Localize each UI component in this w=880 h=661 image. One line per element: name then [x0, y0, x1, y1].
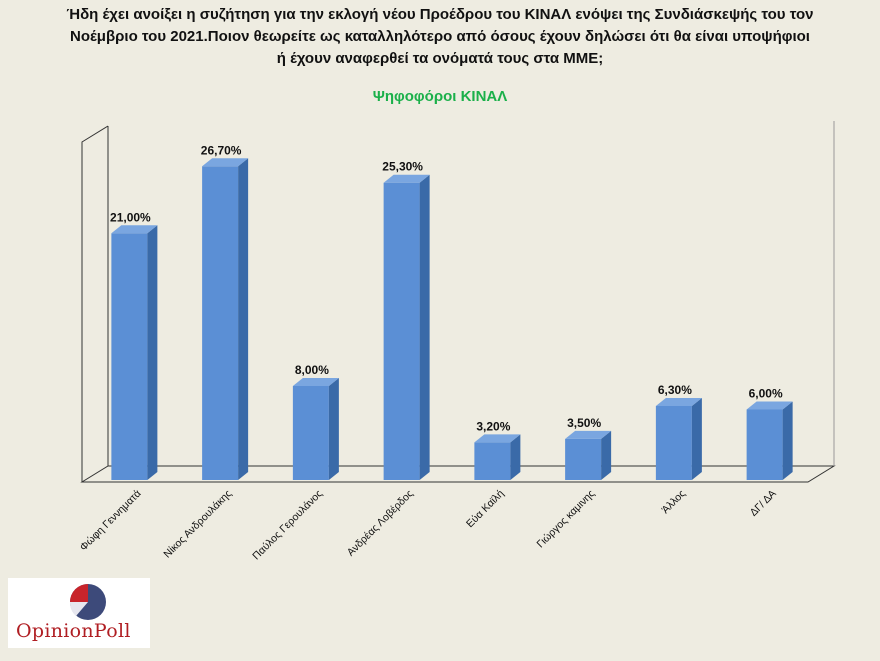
- bar-side: [328, 378, 339, 480]
- data-label-8: 6,00%: [749, 387, 783, 401]
- logo-text: OpinionPoll: [16, 620, 131, 642]
- category-label-7: Άλλος: [660, 488, 688, 516]
- chart-data-labels: 21,00% 26,70% 8,00% 25,30% 3,20% 3,50% 6,30% 6,…: [110, 143, 783, 433]
- bar-side: [147, 225, 158, 480]
- bar-6: [565, 430, 612, 480]
- category-label-4: Ανδρέας Λοβέρδος: [345, 488, 416, 559]
- chart-floor: [80, 465, 836, 483]
- bar-front: [111, 233, 148, 480]
- category-label-2: Νίκος Ανδρουλάκης: [161, 488, 234, 561]
- chart-bars: [111, 158, 793, 480]
- chart-left-wall: [81, 125, 109, 482]
- data-label-3: 8,00%: [295, 363, 329, 377]
- bar-side: [419, 174, 430, 480]
- bar-front: [655, 405, 692, 480]
- category-label-8: ΔΓ/ ΔΑ: [748, 488, 779, 519]
- bar-front: [565, 438, 602, 480]
- bar-7: [655, 397, 702, 480]
- bar-1: [111, 225, 158, 480]
- data-label-1: 21,00%: [110, 210, 151, 224]
- data-label-2: 26,70%: [201, 143, 242, 157]
- bar-top: [202, 158, 249, 167]
- chart-frame: [80, 121, 836, 483]
- category-label-5: Εύα Καϊλή: [464, 488, 507, 531]
- data-label-6: 3,50%: [567, 416, 601, 430]
- bar-top: [474, 434, 521, 443]
- data-label-4: 25,30%: [382, 160, 423, 174]
- chart-category-labels: Φώφη Γεννηματά Νίκος Ανδρουλάκης Παύλος Γε…: [78, 488, 779, 563]
- chart-title: Ήδη έχει ανοίξει η συζήτηση για την εκλο…: [20, 4, 860, 70]
- data-label-7: 6,30%: [658, 383, 692, 397]
- bar-side: [691, 397, 702, 480]
- bar-top: [746, 401, 793, 410]
- bar-top: [655, 397, 702, 406]
- bar-front: [746, 409, 783, 480]
- category-label-6: Γιώργος καμινης: [535, 488, 598, 551]
- data-label-5: 3,20%: [476, 419, 510, 433]
- bar-top: [383, 174, 430, 183]
- bar-top: [111, 225, 158, 234]
- bar-front: [474, 442, 511, 480]
- bar-4: [383, 174, 430, 480]
- category-label-1: Φώφη Γεννηματά: [78, 488, 144, 554]
- category-label-3: Παύλος Γερουλάνος: [250, 488, 325, 563]
- bar-top: [565, 430, 612, 439]
- title-line-2: Νοέμβριο του 2021.Ποιον θεωρείτε ως κατα…: [70, 28, 810, 45]
- title-line-1: Ήδη έχει ανοίξει η συζήτηση για την εκλο…: [66, 6, 814, 23]
- bar-top: [292, 378, 339, 386]
- opinionpoll-logo: OpinionPoll: [8, 578, 150, 648]
- bar-3: [292, 378, 339, 480]
- chart-subtitle: Ψηφοφόροι ΚΙΝΑΛ: [372, 88, 508, 105]
- bar-8: [746, 401, 793, 480]
- bar-2: [202, 158, 249, 480]
- bar-front: [202, 166, 239, 480]
- logo-emblem-icon: [69, 584, 106, 620]
- bar-5: [474, 434, 521, 480]
- bar-front: [383, 182, 420, 480]
- bar-side: [238, 158, 249, 480]
- bar-side: [510, 434, 521, 480]
- bar-side: [782, 401, 793, 480]
- bar-side: [601, 430, 612, 480]
- bar-front: [292, 386, 329, 480]
- title-line-3: ή έχουν αναφερθεί τα ονόματά τους στα ΜΜ…: [276, 50, 604, 67]
